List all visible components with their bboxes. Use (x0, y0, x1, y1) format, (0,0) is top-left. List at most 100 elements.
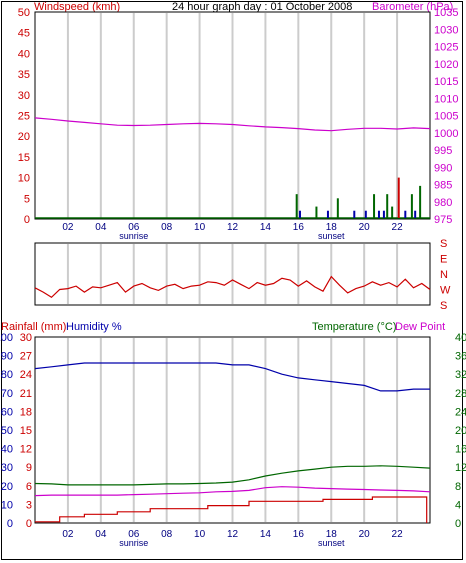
bottom-hour-tick-label: 16 (293, 529, 305, 540)
humidity-tick-label: 100 (0, 332, 13, 344)
temperature-axis-title: Temperature (°C) (312, 321, 397, 333)
bottom-hour-tick-label: 08 (161, 529, 173, 540)
bottom-hour-tick-label: 22 (392, 529, 404, 540)
windspeed-tick-label: 20 (18, 131, 30, 143)
bottom-hour-tick-label: 14 (260, 529, 272, 540)
top-sunrise-label: sunrise (119, 231, 148, 241)
humidity-tick-label: 70 (1, 388, 13, 400)
bottom-sunset-label: sunset (318, 538, 345, 548)
windspeed-tick-label: 10 (18, 173, 30, 185)
direction-tick-label: N (440, 269, 448, 281)
top-hour-tick-label: 20 (359, 222, 371, 233)
barometer-tick-label: 1015 (434, 76, 458, 88)
temperature-tick-label: 36 (455, 351, 466, 363)
rainfall-tick-label: 30 (20, 332, 32, 344)
rainfall-line (35, 496, 428, 523)
windspeed-tick-label: 30 (18, 90, 30, 102)
windspeed-tick-label: 0 (24, 214, 30, 226)
barometer-tick-label: 1030 (434, 24, 458, 36)
humidity-tick-label: 80 (1, 369, 13, 381)
bottom-sunrise-label: sunrise (119, 538, 148, 548)
rainfall-tick-label: 3 (26, 499, 32, 511)
barometer-tick-label: 1020 (434, 59, 458, 71)
humidity-tick-label: 30 (1, 462, 13, 474)
humidity-tick-label: 90 (1, 351, 13, 363)
barometer-tick-label: 1000 (434, 128, 458, 140)
rainfall-tick-label: 9 (26, 462, 32, 474)
direction-tick-label: S (440, 238, 447, 250)
temperature-tick-label: 20 (455, 425, 466, 437)
windspeed-tick-label: 50 (18, 7, 30, 19)
humidity-line (34, 362, 430, 392)
barometer-tick-label: 975 (434, 214, 452, 226)
bottom-hour-tick-label: 18 (326, 529, 338, 540)
temperature-tick-label: 0 (455, 518, 461, 530)
barometer-line (34, 117, 431, 132)
top-hour-tick-label: 08 (161, 222, 173, 233)
temperature-tick-label: 4 (455, 499, 461, 511)
rainfall-tick-label: 12 (20, 444, 32, 456)
humidity-tick-label: 10 (1, 499, 13, 511)
barometer-tick-label: 980 (434, 197, 452, 209)
temperature-tick-label: 28 (455, 388, 466, 400)
top-hour-tick-label: 02 (62, 222, 74, 233)
bottom-hour-tick-label: 04 (95, 529, 107, 540)
humidity-axis-title: Humidity % (66, 321, 122, 333)
temperature-tick-label: 16 (455, 444, 466, 456)
rainfall-tick-label: 6 (26, 481, 32, 493)
humidity-tick-label: 40 (1, 444, 13, 456)
bottom-hour-tick-label: 02 (62, 529, 74, 540)
dewpoint-axis-title: Dew Point (395, 321, 446, 333)
windspeed-tick-label: 40 (18, 48, 30, 60)
top-hour-tick-label: 22 (392, 222, 404, 233)
humidity-tick-label: 60 (1, 406, 13, 418)
rainfall-tick-label: 27 (20, 351, 32, 363)
top-hour-tick-label: 10 (194, 222, 206, 233)
wind-direction-line (34, 275, 431, 299)
rainfall-tick-label: 21 (20, 388, 32, 400)
barometer-tick-label: 990 (434, 162, 452, 174)
rainfall-tick-label: 15 (20, 425, 32, 437)
rainfall-tick-label: 18 (20, 406, 32, 418)
top-hour-tick-label: 18 (326, 222, 338, 233)
barometer-tick-label: 995 (434, 145, 452, 157)
windspeed-tick-label: 35 (18, 69, 30, 81)
humidity-tick-label: 50 (1, 425, 13, 437)
barometer-axis-title: Barometer (hPa) (372, 1, 454, 13)
top-hour-tick-label: 06 (128, 222, 140, 233)
barometer-tick-label: 1010 (434, 93, 458, 105)
barometer-tick-label: 1035 (434, 7, 458, 19)
rainfall-tick-label: 0 (26, 518, 32, 530)
humidity-tick-label: 20 (1, 481, 13, 493)
temperature-tick-label: 40 (455, 332, 466, 344)
windspeed-axis-title: Windspeed (kmh) (34, 1, 121, 13)
temperature-tick-label: 32 (455, 369, 466, 381)
chart-title: 24 hour graph day : 01 October 2008 (172, 1, 353, 13)
barometer-tick-label: 1005 (434, 111, 458, 123)
bottom-hour-tick-label: 06 (128, 529, 140, 540)
rainfall-axis-title: Rainfall (mm) (1, 321, 67, 333)
rainfall-tick-label: 24 (20, 369, 32, 381)
top-sunset-label: sunset (318, 231, 345, 241)
bottom-hour-tick-label: 20 (359, 529, 371, 540)
temperature-tick-label: 12 (455, 462, 466, 474)
bottom-hour-tick-label: 12 (227, 529, 239, 540)
humidity-tick-label: 0 (7, 518, 13, 530)
windspeed-tick-label: 5 (24, 193, 30, 205)
barometer-tick-label: 1025 (434, 42, 458, 54)
direction-tick-label: E (440, 254, 447, 266)
temperature-tick-label: 24 (455, 406, 466, 418)
bottom-hour-tick-label: 10 (194, 529, 206, 540)
top-hour-tick-label: 14 (260, 222, 272, 233)
windspeed-tick-label: 15 (18, 152, 30, 164)
windspeed-tick-label: 25 (18, 111, 30, 123)
top-hour-tick-label: 16 (293, 222, 305, 233)
barometer-tick-label: 985 (434, 180, 452, 192)
windspeed-tick-label: 45 (18, 28, 30, 40)
temperature-tick-label: 8 (455, 481, 461, 493)
top-hour-tick-label: 04 (95, 222, 107, 233)
direction-tick-label: S (440, 300, 447, 312)
temperature-line (34, 465, 431, 486)
